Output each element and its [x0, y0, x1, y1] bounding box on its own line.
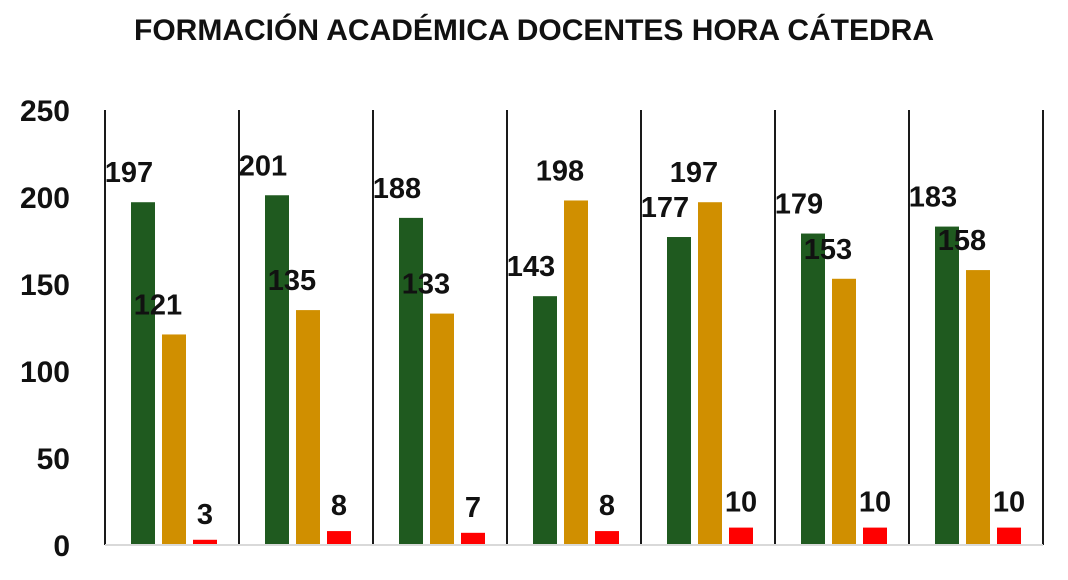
- y-tick-label: 250: [20, 95, 70, 128]
- series-2-data-label: 133: [402, 269, 450, 301]
- series-3-bar: [327, 531, 351, 545]
- series-1-data-label: 183: [909, 182, 957, 214]
- series-1-data-label: 179: [775, 189, 823, 221]
- series-2-bar: [430, 313, 454, 545]
- series-3-data-label: 10: [725, 487, 757, 519]
- y-tick-label: 100: [20, 356, 70, 389]
- y-tick-label: 150: [20, 269, 70, 302]
- bars: [131, 195, 1021, 546]
- series-2-data-label: 135: [268, 265, 316, 297]
- series-2-bar: [698, 202, 722, 545]
- series-2-bar: [966, 270, 990, 545]
- series-3-bar: [193, 539, 217, 545]
- series-2-data-label: 197: [670, 157, 718, 189]
- series-3-bar: [595, 531, 619, 545]
- series-3-data-label: 7: [465, 492, 481, 524]
- series-1-bar: [801, 233, 825, 546]
- series-1-bar: [265, 195, 289, 545]
- series-2-data-label: 153: [804, 234, 852, 266]
- y-tick-label: 200: [20, 182, 70, 215]
- series-1-bar: [935, 226, 959, 545]
- y-tick-label: 50: [37, 443, 70, 476]
- series-3-bar: [997, 527, 1021, 545]
- series-3-data-label: 10: [859, 487, 891, 519]
- series-1-bar: [131, 202, 155, 545]
- series-2-bar: [832, 278, 856, 545]
- series-3-bar: [863, 527, 887, 545]
- group-separators: [104, 110, 1044, 545]
- series-1-bar: [399, 217, 423, 545]
- data-labels: 1971213201135818813371431988177197101791…: [105, 150, 1025, 531]
- y-tick-label: 0: [53, 530, 70, 563]
- series-1-data-label: 177: [641, 192, 689, 224]
- series-2-data-label: 158: [938, 225, 986, 257]
- series-3-bar: [461, 532, 485, 545]
- series-2-bar: [162, 334, 186, 545]
- series-1-bar: [667, 237, 691, 545]
- series-1-bar: [533, 296, 557, 545]
- series-1-data-label: 197: [105, 157, 153, 189]
- series-3-bar: [729, 527, 753, 545]
- series-2-data-label: 121: [134, 289, 182, 321]
- series-2-bar: [564, 200, 588, 546]
- series-3-data-label: 10: [993, 487, 1025, 519]
- series-1-data-label: 143: [507, 251, 555, 283]
- series-2-data-label: 198: [536, 155, 584, 187]
- series-3-data-label: 3: [197, 499, 213, 531]
- series-1-data-label: 201: [239, 150, 287, 182]
- series-3-data-label: 8: [599, 490, 615, 522]
- series-1-data-label: 188: [373, 173, 421, 205]
- y-axis: 0 50 100 150 200 250: [20, 95, 70, 563]
- series-3-data-label: 8: [331, 490, 347, 522]
- chart-title: FORMACIÓN ACADÉMICA DOCENTES HORA CÁTEDR…: [134, 14, 934, 47]
- series-2-bar: [296, 310, 320, 545]
